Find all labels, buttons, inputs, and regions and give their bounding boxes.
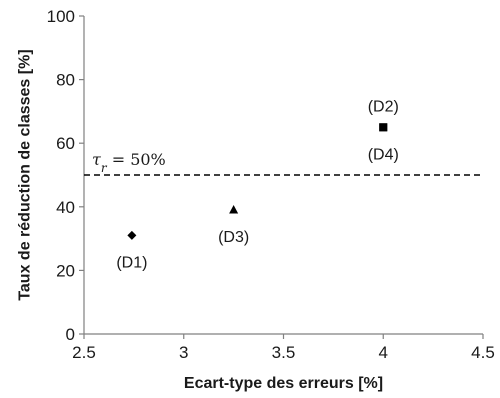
threshold-subscript: r <box>101 161 108 175</box>
data-point-label: (D1) <box>116 254 147 271</box>
x-axis-title: Ecart-type des erreurs [%] <box>184 375 383 392</box>
data-point-marker <box>379 123 388 132</box>
x-tick-label: 3.5 <box>272 343 296 362</box>
data-point-marker <box>127 230 137 240</box>
x-tick-label: 2.5 <box>72 343 96 362</box>
x-axis-ticks: 2.5 3 3.5 4 4.5 <box>72 334 495 362</box>
x-tick-label: 4 <box>379 343 388 362</box>
y-tick-label: 80 <box>56 71 75 90</box>
data-point-label: (D4) <box>368 146 399 163</box>
data-point-marker <box>229 204 239 214</box>
threshold-label: τr = 50% <box>92 150 166 175</box>
y-tick-label: 60 <box>56 134 75 153</box>
x-tick-label: 4.5 <box>471 343 495 362</box>
y-tick-label: 100 <box>47 7 75 26</box>
threshold-symbol: τ <box>92 150 102 169</box>
data-point-label: (D2) <box>368 98 399 115</box>
y-tick-label: 0 <box>66 325 75 344</box>
y-tick-label: 20 <box>56 261 75 280</box>
y-axis-ticks: 0 20 40 60 80 100 <box>47 7 84 344</box>
data-points: (D1) (D3) (D2) (D4) <box>116 98 398 271</box>
data-point-label: (D3) <box>218 229 249 246</box>
threshold-value: = 50% <box>107 150 166 169</box>
x-tick-label: 3 <box>179 343 188 362</box>
y-tick-label: 40 <box>56 198 75 217</box>
y-axis-title: Taux de réduction de classes [%] <box>17 49 34 300</box>
